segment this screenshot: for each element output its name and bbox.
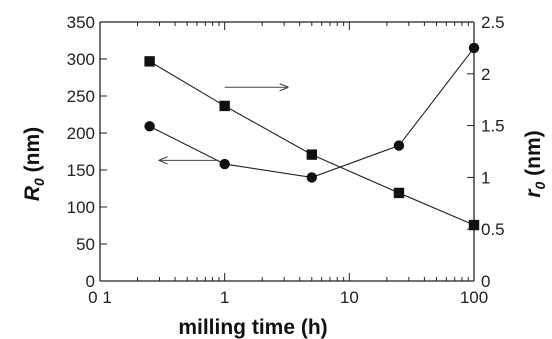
- y-left-tick-label: 350: [67, 13, 95, 32]
- data-point-circle: [468, 42, 480, 54]
- ticks: 0 1 1 10 10005010015020025030035000.511.522…: [67, 13, 505, 307]
- annotations: [159, 87, 287, 160]
- y-right-tick-label: 2: [481, 65, 490, 84]
- series-line-square: [149, 60, 475, 226]
- y-left-tick-label: 250: [67, 87, 95, 106]
- y-left-tick-label: 150: [67, 161, 95, 180]
- data-point-square: [219, 100, 230, 112]
- y-right-tick-label: 1.5: [481, 117, 505, 136]
- data-point-circle: [144, 121, 155, 132]
- y-left-tick-label: 200: [67, 124, 95, 143]
- x-tick-label: 10: [340, 288, 359, 307]
- y-right-tick-label: 0.5: [481, 220, 505, 239]
- data-point-square: [306, 149, 318, 160]
- y-right-axis-subscript: 0: [532, 181, 548, 189]
- y-left-tick-label: 50: [76, 235, 95, 254]
- y-left-axis-unit: (nm): [21, 127, 44, 178]
- y-left-axis-symbol: R: [21, 185, 44, 201]
- y-left-axis-subscript: 0: [31, 178, 47, 186]
- y-left-tick-label: 0: [86, 272, 95, 291]
- axes: [99, 21, 475, 282]
- data-point-square: [144, 56, 155, 67]
- y-right-tick-label: 1: [481, 168, 490, 187]
- y-left-tick-label: 100: [67, 198, 95, 217]
- data-point-circle: [219, 158, 230, 170]
- x-tick-label: 0 1: [88, 288, 112, 307]
- x-tick-label: 1: [220, 288, 229, 307]
- y-right-axis-symbol: r: [522, 188, 545, 198]
- y-left-tick-label: 300: [67, 50, 95, 69]
- y-left-axis-title: R0 (nm): [21, 127, 47, 201]
- x-tick-label: 100: [460, 288, 488, 307]
- data-point-square: [468, 219, 480, 231]
- y-right-tick-label: 2.5: [481, 13, 505, 32]
- y-right-axis-title: r0 (nm): [522, 130, 548, 197]
- y-right-tick-label: 0: [481, 272, 490, 291]
- series-lines: [149, 47, 475, 226]
- data-points: [144, 42, 480, 231]
- y-right-axis-unit: (nm): [522, 130, 545, 181]
- data-point-circle: [393, 140, 405, 151]
- data-point-circle: [306, 172, 318, 183]
- data-point-square: [393, 187, 405, 199]
- x-axis-title: milling time (h): [178, 316, 327, 339]
